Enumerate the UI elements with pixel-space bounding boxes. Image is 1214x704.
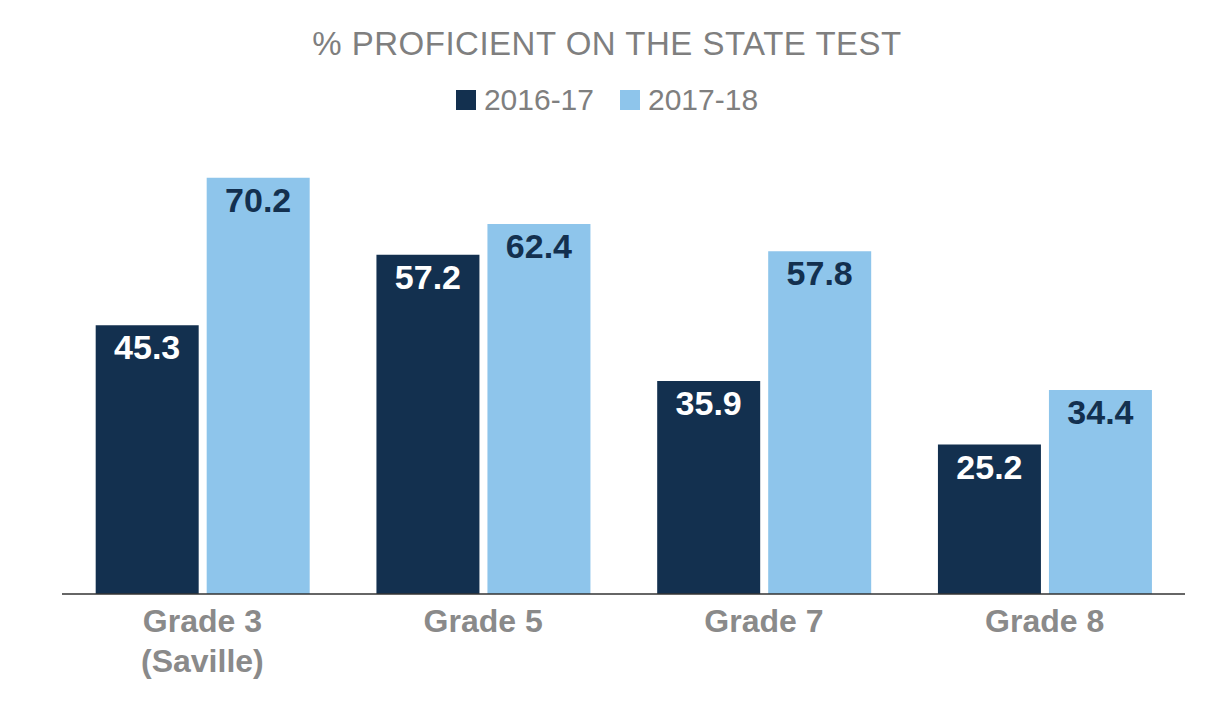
svg-text:Grade 3(Saville): Grade 3(Saville) xyxy=(141,603,264,679)
html-text:% PROFICIENT ON THE STATE TEST: % PROFICIENT ON THE STATE TEST xyxy=(312,25,902,62)
svg-text:Grade 5: Grade 5 xyxy=(424,603,543,639)
svg-text:25.2: 25.2 xyxy=(956,448,1022,486)
svg-text:57.8: 57.8 xyxy=(787,254,853,292)
svg-text:57.2: 57.2 xyxy=(395,258,461,296)
svg-text:34.4: 34.4 xyxy=(1067,393,1133,431)
svg-text:35.9: 35.9 xyxy=(676,384,742,422)
html-text:2016-17: 2016-17 xyxy=(483,83,594,116)
svg-text:70.2: 70.2 xyxy=(225,181,291,219)
svg-text:Grade 8: Grade 8 xyxy=(985,603,1104,639)
svg-text:62.4: 62.4 xyxy=(506,227,572,265)
svg-text:45.3: 45.3 xyxy=(114,328,180,366)
svg-text:Grade 7: Grade 7 xyxy=(704,603,823,639)
html-text:2017-18: 2017-18 xyxy=(648,83,759,116)
